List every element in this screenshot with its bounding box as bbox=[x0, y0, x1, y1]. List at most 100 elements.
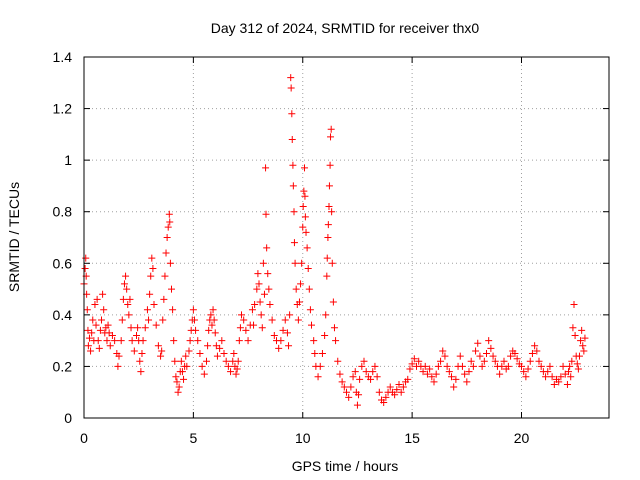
data-point bbox=[467, 357, 475, 365]
data-point bbox=[120, 280, 128, 288]
data-point bbox=[255, 280, 263, 288]
data-point bbox=[119, 295, 127, 303]
x-tick-label: 0 bbox=[80, 430, 88, 446]
data-point bbox=[244, 337, 252, 345]
data-point bbox=[177, 357, 185, 365]
data-point bbox=[290, 239, 298, 247]
data-point bbox=[511, 350, 519, 358]
data-point bbox=[150, 301, 158, 309]
data-point bbox=[289, 161, 297, 169]
data-point bbox=[160, 295, 168, 303]
data-point bbox=[275, 344, 283, 352]
data-point bbox=[91, 301, 99, 309]
data-point bbox=[207, 311, 215, 319]
data-point bbox=[404, 375, 412, 383]
data-point bbox=[386, 383, 394, 391]
data-point bbox=[88, 329, 96, 337]
data-point bbox=[327, 125, 335, 133]
data-point bbox=[580, 347, 588, 355]
data-point bbox=[210, 316, 218, 324]
data-point bbox=[548, 373, 556, 381]
data-point bbox=[565, 368, 573, 376]
data-point bbox=[480, 357, 488, 365]
data-point bbox=[295, 298, 303, 306]
data-point bbox=[277, 337, 285, 345]
data-point bbox=[419, 368, 427, 376]
data-point bbox=[122, 272, 130, 280]
data-point bbox=[570, 301, 578, 309]
data-point bbox=[211, 329, 219, 337]
data-point bbox=[154, 342, 162, 350]
data-point bbox=[325, 182, 333, 190]
data-point bbox=[297, 280, 305, 288]
data-point bbox=[259, 259, 267, 267]
data-point bbox=[458, 362, 466, 370]
data-point bbox=[287, 84, 295, 92]
data-point bbox=[522, 373, 530, 381]
data-point bbox=[173, 378, 181, 386]
y-tick-label: 0.6 bbox=[53, 255, 73, 271]
x-tick-label: 10 bbox=[295, 430, 311, 446]
data-points bbox=[80, 74, 589, 409]
data-point bbox=[158, 347, 166, 355]
data-point bbox=[465, 368, 473, 376]
data-point bbox=[117, 337, 125, 345]
data-point bbox=[125, 311, 133, 319]
data-point bbox=[93, 295, 101, 303]
data-point bbox=[450, 383, 458, 391]
data-point bbox=[111, 337, 119, 345]
data-point bbox=[222, 357, 230, 365]
data-point bbox=[99, 290, 107, 298]
data-point bbox=[262, 164, 270, 172]
data-point bbox=[81, 264, 89, 272]
data-point bbox=[302, 228, 310, 236]
data-point bbox=[500, 357, 508, 365]
data-point bbox=[291, 259, 299, 267]
data-point bbox=[172, 373, 180, 381]
data-point bbox=[340, 383, 348, 391]
tick-labels: 0 0.2 0.4 0.6 0.8 1 1.2 1.4 0 5 10 15 20 bbox=[53, 49, 530, 446]
data-point bbox=[87, 347, 95, 355]
data-point bbox=[250, 321, 258, 329]
data-point bbox=[546, 362, 554, 370]
data-point bbox=[85, 334, 93, 342]
data-point bbox=[166, 259, 174, 267]
y-tick-label: 1.4 bbox=[53, 49, 73, 65]
data-point bbox=[478, 362, 486, 370]
data-point bbox=[95, 344, 103, 352]
axis-ticks bbox=[83, 56, 609, 419]
data-point bbox=[166, 218, 174, 226]
data-point bbox=[230, 350, 238, 358]
data-point bbox=[578, 326, 586, 334]
data-point bbox=[136, 357, 144, 365]
data-point bbox=[299, 223, 307, 231]
data-point bbox=[165, 210, 173, 218]
data-point bbox=[126, 295, 134, 303]
data-point bbox=[178, 368, 186, 376]
data-point bbox=[325, 203, 333, 211]
data-point bbox=[168, 285, 175, 293]
data-point bbox=[555, 378, 563, 386]
data-point bbox=[428, 373, 436, 381]
data-point bbox=[507, 352, 515, 360]
data-point bbox=[434, 362, 442, 370]
data-point bbox=[567, 373, 575, 381]
grid-lines bbox=[84, 57, 609, 418]
data-point bbox=[321, 331, 329, 339]
data-point bbox=[360, 357, 368, 365]
data-point bbox=[257, 311, 265, 319]
x-tick-label: 20 bbox=[514, 430, 530, 446]
data-point bbox=[318, 350, 326, 358]
data-point bbox=[524, 365, 532, 373]
data-point bbox=[133, 331, 140, 339]
data-point bbox=[498, 362, 506, 370]
data-point bbox=[209, 306, 217, 314]
data-point bbox=[287, 74, 295, 82]
data-point bbox=[391, 391, 399, 399]
data-point bbox=[127, 324, 135, 332]
data-point bbox=[334, 357, 342, 365]
data-point bbox=[149, 264, 157, 272]
data-point bbox=[114, 362, 122, 370]
data-point bbox=[185, 347, 193, 355]
data-point bbox=[286, 311, 294, 319]
